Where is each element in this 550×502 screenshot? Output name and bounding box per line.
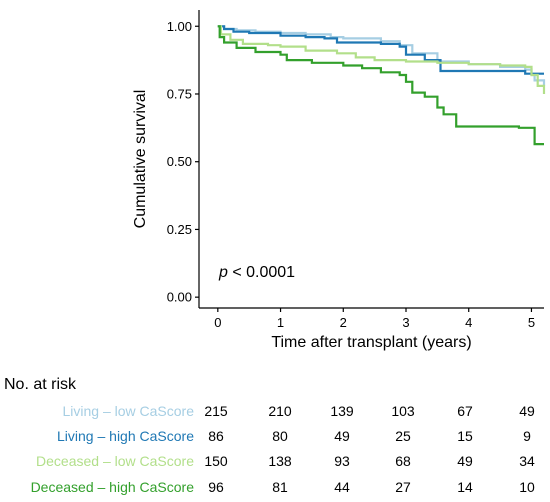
risk-row-name: Deceased – high CaScore (31, 479, 195, 495)
risk-value: 34 (519, 453, 535, 469)
risk-value: 15 (457, 428, 473, 444)
risk-value: 14 (457, 479, 473, 495)
risk-row-name: Living – high CaScore (57, 428, 194, 444)
x-tick-label: 5 (528, 315, 535, 330)
x-tick-label: 1 (277, 315, 284, 330)
risk-value: 138 (268, 453, 292, 469)
risk-value: 139 (330, 403, 354, 419)
risk-value: 68 (395, 453, 411, 469)
survival-curve (217, 25, 544, 146)
risk-value: 215 (204, 403, 228, 419)
risk-table-title: No. at risk (4, 376, 77, 393)
survival-curve (217, 25, 544, 75)
risk-value: 9 (523, 428, 531, 444)
y-tick-label: 0.25 (167, 222, 192, 237)
risk-value: 49 (334, 428, 350, 444)
risk-value: 81 (272, 479, 288, 495)
risk-value: 210 (268, 403, 292, 419)
y-axis-title: Cumulative survival (132, 90, 149, 229)
risk-value: 86 (208, 428, 224, 444)
risk-value: 150 (204, 453, 228, 469)
risk-value: 103 (391, 403, 415, 419)
y-axis: 0.00 0.25 0.50 0.75 1.00 (167, 10, 200, 308)
x-tick-label: 2 (340, 315, 347, 330)
p-value-text: < 0.0001 (228, 264, 295, 281)
risk-value: 27 (395, 479, 411, 495)
x-tick-label: 0 (214, 315, 221, 330)
survival-curve (217, 25, 546, 94)
risk-row-name: Deceased – low CaScore (36, 453, 194, 469)
risk-value: 80 (272, 428, 288, 444)
risk-value: 44 (334, 479, 350, 495)
y-tick-label: 1.00 (167, 19, 192, 34)
risk-table: Living – low CaScore 215 210 139 103 67 49 Livi… (31, 403, 535, 495)
x-axis-title: Time after transplant (years) (271, 334, 471, 351)
y-tick-label: 0.75 (167, 86, 192, 101)
risk-value: 67 (457, 403, 473, 419)
risk-value: 10 (519, 479, 535, 495)
survival-curve (217, 25, 546, 86)
x-axis: 0 1 2 3 4 5 (199, 307, 544, 330)
risk-row-name: Living – low CaScore (62, 403, 194, 419)
survival-curves (217, 25, 546, 146)
risk-value: 49 (519, 403, 535, 419)
y-tick-label: 0.00 (167, 290, 192, 305)
risk-value: 49 (457, 453, 473, 469)
risk-value: 25 (395, 428, 411, 444)
risk-value: 96 (208, 479, 224, 495)
p-value-annotation: p < 0.0001 (218, 264, 295, 281)
x-tick-label: 3 (402, 315, 409, 330)
p-value-symbol: p (218, 264, 228, 281)
risk-value: 93 (334, 453, 350, 469)
x-tick-label: 4 (465, 315, 472, 330)
y-tick-label: 0.50 (167, 154, 192, 169)
